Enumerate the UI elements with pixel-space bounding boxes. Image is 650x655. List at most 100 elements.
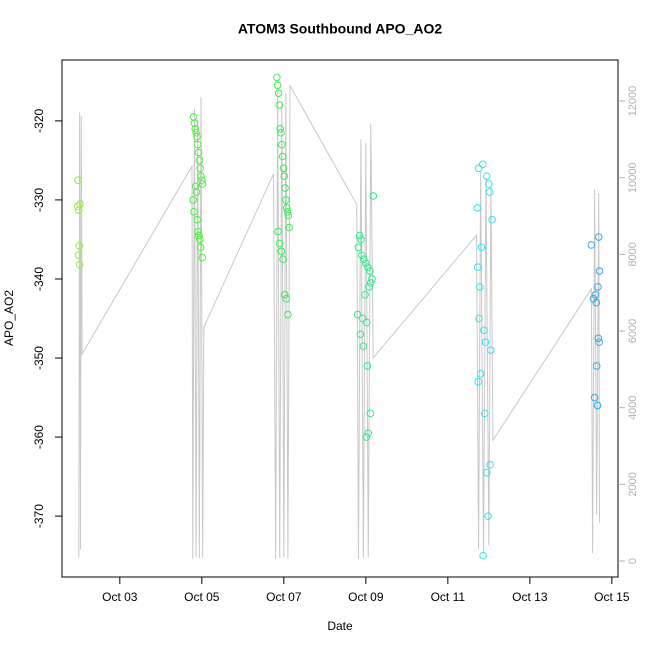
point [194, 148, 203, 157]
point [362, 318, 371, 327]
point [592, 298, 601, 307]
point [195, 235, 204, 244]
x-tick-label: Oct 09 [348, 590, 384, 604]
point [192, 128, 200, 137]
point [594, 283, 602, 291]
y2-tick-label: 0 [627, 558, 639, 564]
point [365, 283, 373, 291]
point [193, 132, 201, 141]
point [366, 267, 374, 275]
x-axis-title: Date [327, 619, 353, 633]
point [193, 140, 202, 149]
point [192, 188, 201, 196]
y-tick-label: -340 [32, 267, 46, 291]
point [193, 215, 202, 224]
point [191, 182, 200, 191]
plot-frame [61, 59, 619, 578]
point [369, 192, 378, 200]
point [280, 290, 289, 299]
point [363, 362, 372, 370]
point [358, 314, 367, 323]
point [275, 239, 284, 248]
point [197, 172, 205, 181]
point [198, 176, 206, 184]
point [73, 202, 82, 211]
point [277, 128, 285, 137]
x-tick-label: Oct 07 [266, 590, 302, 604]
y2-tick-label: 2000 [627, 472, 639, 496]
x-tick-label: Oct 13 [512, 590, 548, 604]
point [482, 468, 491, 477]
y-tick-label: -330 [32, 188, 46, 212]
point [284, 211, 293, 220]
point [283, 207, 292, 216]
point [595, 267, 604, 275]
point [362, 259, 370, 267]
point [284, 310, 292, 319]
point [190, 119, 199, 128]
point [473, 204, 482, 212]
point [357, 251, 366, 260]
point [366, 279, 375, 287]
point [276, 124, 284, 133]
y-tick-label: -370 [32, 504, 46, 528]
point [473, 263, 482, 271]
altitude-line [78, 83, 601, 560]
point [480, 326, 488, 335]
point [282, 204, 291, 212]
point [282, 196, 290, 204]
point [587, 241, 596, 249]
point [359, 255, 368, 264]
y-tick-label: -320 [32, 109, 46, 133]
point [594, 334, 603, 343]
point [364, 263, 372, 271]
x-tick-label: Oct 05 [184, 590, 220, 604]
y-axis-title: APO_AO2 [2, 290, 16, 346]
point [285, 223, 293, 232]
point [277, 247, 286, 256]
point [196, 164, 204, 173]
point [281, 184, 289, 192]
point [189, 196, 198, 204]
point [354, 243, 363, 252]
point [593, 401, 602, 410]
point [356, 330, 365, 339]
point [277, 140, 286, 149]
point [485, 188, 494, 196]
point [279, 255, 287, 264]
point [486, 460, 494, 469]
point [194, 227, 202, 236]
point [476, 370, 485, 378]
point [275, 101, 284, 109]
point [481, 338, 490, 347]
y2-tick-label: 8000 [627, 242, 639, 266]
point [191, 124, 200, 133]
y2-tick-label: 12000 [627, 86, 639, 117]
point [279, 164, 288, 173]
point [273, 81, 282, 90]
y-tick-label: -350 [32, 346, 46, 370]
point [590, 393, 599, 402]
point [195, 231, 203, 240]
point [478, 160, 487, 169]
x-tick-label: Oct 03 [102, 590, 138, 604]
x-tick-label: Oct 11 [431, 590, 466, 604]
point [75, 241, 84, 250]
point [74, 176, 82, 184]
point [482, 172, 491, 181]
y2-tick-label: 10000 [627, 162, 639, 193]
point [274, 89, 283, 98]
point [485, 180, 493, 188]
y2-tick-label: 6000 [627, 319, 639, 343]
point [595, 338, 603, 347]
point [592, 362, 601, 370]
point [278, 152, 287, 161]
point [591, 290, 600, 299]
point [368, 275, 376, 283]
point [364, 429, 373, 437]
point [353, 310, 362, 319]
point [362, 433, 371, 441]
point [76, 200, 84, 208]
point [475, 314, 483, 323]
